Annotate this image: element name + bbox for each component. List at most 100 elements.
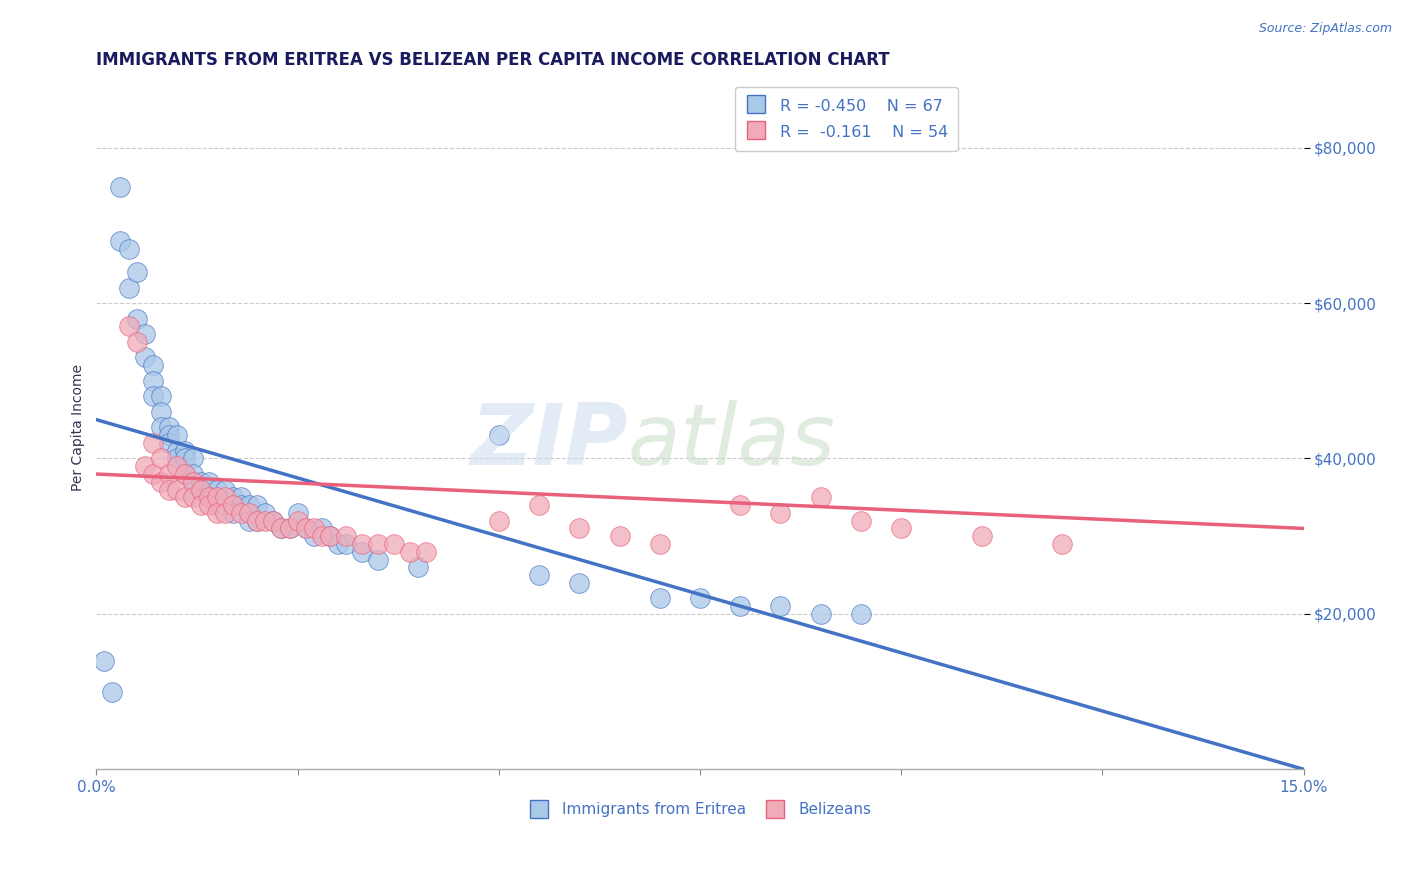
Point	[287, 506, 309, 520]
Point	[408, 560, 430, 574]
Point	[319, 529, 342, 543]
Point	[181, 451, 204, 466]
Point	[166, 459, 188, 474]
Point	[166, 443, 188, 458]
Point	[238, 498, 260, 512]
Point	[181, 475, 204, 489]
Point	[350, 545, 373, 559]
Point	[238, 514, 260, 528]
Point	[728, 498, 751, 512]
Point	[246, 498, 269, 512]
Point	[198, 498, 221, 512]
Point	[270, 521, 292, 535]
Point	[134, 351, 156, 365]
Point	[125, 311, 148, 326]
Point	[728, 599, 751, 614]
Point	[149, 420, 172, 434]
Point	[849, 514, 872, 528]
Point	[205, 498, 228, 512]
Point	[609, 529, 631, 543]
Point	[568, 521, 591, 535]
Point	[93, 653, 115, 667]
Point	[399, 545, 422, 559]
Point	[254, 506, 277, 520]
Point	[214, 498, 236, 512]
Point	[810, 607, 832, 621]
Point	[287, 514, 309, 528]
Point	[157, 420, 180, 434]
Point	[149, 389, 172, 403]
Point	[117, 280, 139, 294]
Point	[1050, 537, 1073, 551]
Point	[262, 514, 284, 528]
Point	[270, 521, 292, 535]
Point	[335, 537, 357, 551]
Point	[302, 529, 325, 543]
Point	[527, 568, 550, 582]
Point	[190, 483, 212, 497]
Point	[648, 591, 671, 606]
Point	[367, 552, 389, 566]
Point	[190, 498, 212, 512]
Point	[205, 506, 228, 520]
Point	[278, 521, 301, 535]
Point	[648, 537, 671, 551]
Text: IMMIGRANTS FROM ERITREA VS BELIZEAN PER CAPITA INCOME CORRELATION CHART: IMMIGRANTS FROM ERITREA VS BELIZEAN PER …	[97, 51, 890, 69]
Point	[142, 436, 165, 450]
Point	[415, 545, 437, 559]
Point	[173, 467, 195, 481]
Point	[254, 514, 277, 528]
Point	[142, 374, 165, 388]
Point	[568, 575, 591, 590]
Point	[205, 491, 228, 505]
Point	[166, 451, 188, 466]
Point	[810, 491, 832, 505]
Point	[101, 684, 124, 698]
Point	[849, 607, 872, 621]
Point	[367, 537, 389, 551]
Point	[294, 521, 316, 535]
Point	[246, 514, 269, 528]
Point	[125, 334, 148, 349]
Text: Source: ZipAtlas.com: Source: ZipAtlas.com	[1258, 22, 1392, 36]
Point	[157, 467, 180, 481]
Point	[134, 327, 156, 342]
Point	[173, 491, 195, 505]
Point	[769, 599, 792, 614]
Point	[198, 491, 221, 505]
Point	[890, 521, 912, 535]
Point	[157, 483, 180, 497]
Point	[190, 475, 212, 489]
Point	[142, 389, 165, 403]
Point	[149, 451, 172, 466]
Point	[134, 459, 156, 474]
Point	[246, 514, 269, 528]
Point	[302, 521, 325, 535]
Point	[214, 491, 236, 505]
Point	[214, 483, 236, 497]
Point	[294, 521, 316, 535]
Point	[166, 483, 188, 497]
Point	[125, 265, 148, 279]
Point	[198, 475, 221, 489]
Point	[142, 467, 165, 481]
Point	[488, 428, 510, 442]
Point	[311, 529, 333, 543]
Point	[350, 537, 373, 551]
Point	[181, 475, 204, 489]
Point	[311, 521, 333, 535]
Point	[173, 451, 195, 466]
Point	[231, 506, 253, 520]
Text: ZIP: ZIP	[470, 400, 627, 483]
Point	[205, 483, 228, 497]
Point	[117, 242, 139, 256]
Point	[157, 428, 180, 442]
Point	[231, 498, 253, 512]
Y-axis label: Per Capita Income: Per Capita Income	[72, 364, 86, 491]
Point	[117, 319, 139, 334]
Point	[173, 467, 195, 481]
Legend: Immigrants from Eritrea, Belizeans: Immigrants from Eritrea, Belizeans	[523, 796, 877, 823]
Point	[335, 529, 357, 543]
Point	[198, 491, 221, 505]
Point	[238, 506, 260, 520]
